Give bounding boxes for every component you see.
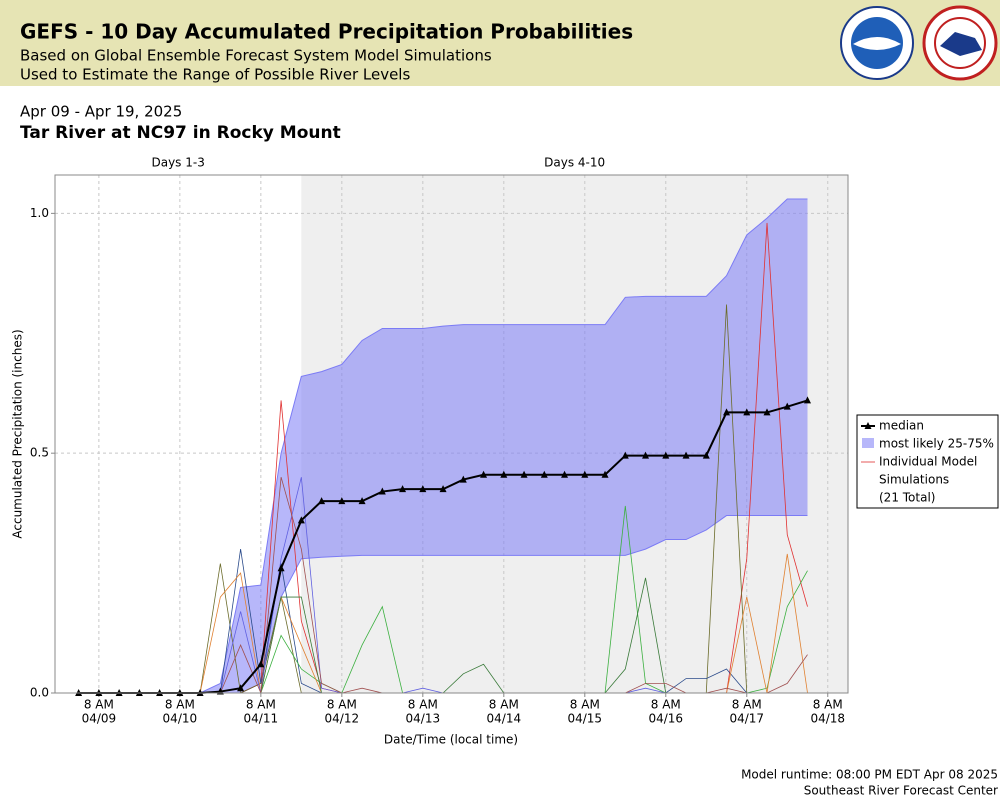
median-marker bbox=[642, 451, 650, 459]
median-marker bbox=[702, 451, 710, 459]
x-tick-label: 04/11 bbox=[244, 712, 279, 726]
median-marker bbox=[500, 470, 508, 478]
x-tick-label: 8 AM bbox=[246, 698, 276, 712]
x-tick-label: 04/09 bbox=[82, 712, 117, 726]
x-tick-label: 04/10 bbox=[163, 712, 198, 726]
y-axis-label: Accumulated Precipitation (inches) bbox=[11, 329, 25, 538]
subtitle: Used to Estimate the Range of Possible R… bbox=[20, 66, 410, 84]
noaa-logo bbox=[840, 6, 914, 80]
median-marker bbox=[601, 470, 609, 478]
x-tick-label: 8 AM bbox=[408, 698, 438, 712]
median-marker bbox=[723, 408, 731, 416]
x-tick-label: 04/16 bbox=[648, 712, 683, 726]
plot-frame bbox=[54, 174, 849, 694]
title: GEFS - 10 Day Accumulated Precipitation … bbox=[20, 20, 633, 44]
x-tick-label: 04/15 bbox=[567, 712, 602, 726]
x-tick-label: 8 AM bbox=[732, 698, 762, 712]
legend-label: median bbox=[879, 419, 924, 433]
x-tick-label: 8 AM bbox=[651, 698, 681, 712]
median-marker bbox=[358, 497, 366, 505]
period-label: Days 1-3 bbox=[151, 156, 204, 170]
footer: Model runtime: 08:00 PM EDT Apr 08 2025 bbox=[741, 768, 998, 782]
x-tick-label: 8 AM bbox=[165, 698, 195, 712]
median-marker bbox=[561, 470, 569, 478]
y-tick-label: 0.5 bbox=[30, 446, 49, 460]
nws-logo bbox=[922, 5, 998, 81]
median-marker bbox=[419, 485, 427, 493]
legend-swatch bbox=[862, 438, 874, 448]
median-marker bbox=[399, 485, 407, 493]
x-tick-label: 8 AM bbox=[489, 698, 519, 712]
median-marker bbox=[257, 660, 265, 668]
median-marker bbox=[581, 470, 589, 478]
legend-label: (21 Total) bbox=[879, 491, 935, 505]
legend: median most likely 25-75% Individual Model… bbox=[856, 414, 999, 509]
median-marker bbox=[520, 470, 528, 478]
median-marker bbox=[621, 451, 629, 459]
legend-swatch bbox=[864, 422, 872, 429]
x-tick-label: 04/14 bbox=[487, 712, 522, 726]
median-marker bbox=[662, 451, 670, 459]
median-marker bbox=[763, 408, 771, 416]
median-marker bbox=[237, 684, 245, 692]
x-tick-label: 04/12 bbox=[325, 712, 360, 726]
x-tick-label: 8 AM bbox=[570, 698, 600, 712]
median-marker bbox=[783, 402, 791, 410]
median-marker bbox=[297, 516, 305, 524]
median-marker bbox=[318, 497, 326, 505]
header-band bbox=[0, 0, 1000, 86]
legend-box bbox=[856, 414, 999, 509]
x-tick-label: 04/17 bbox=[729, 712, 764, 726]
median-marker bbox=[540, 470, 548, 478]
median-marker bbox=[277, 564, 285, 572]
median-marker bbox=[804, 396, 812, 404]
date-range: Apr 09 - Apr 19, 2025 bbox=[20, 103, 182, 121]
y-tick-label: 1.0 bbox=[30, 206, 49, 220]
legend-label: most likely 25-75% bbox=[879, 437, 994, 451]
median-marker bbox=[378, 487, 386, 495]
median-marker bbox=[682, 451, 690, 459]
band-fill bbox=[78, 198, 808, 693]
median-marker bbox=[480, 470, 488, 478]
x-tick-label: 8 AM bbox=[327, 698, 357, 712]
legend-label: Individual Model bbox=[879, 455, 977, 469]
median-marker bbox=[459, 475, 467, 483]
median-marker bbox=[338, 497, 346, 505]
x-tick-label: 04/18 bbox=[810, 712, 845, 726]
median-marker bbox=[439, 485, 447, 493]
x-tick-label: 8 AM bbox=[84, 698, 114, 712]
median-marker bbox=[743, 408, 751, 416]
x-axis-label: Date/Time (local time) bbox=[384, 733, 518, 747]
legend-label: Simulations bbox=[879, 473, 949, 487]
footer: Southeast River Forecast Center bbox=[804, 784, 998, 798]
location: Tar River at NC97 in Rocky Mount bbox=[20, 123, 341, 143]
x-tick-label: 04/13 bbox=[406, 712, 441, 726]
subtitle: Based on Global Ensemble Forecast System… bbox=[20, 47, 492, 65]
y-tick-label: 0.0 bbox=[30, 686, 49, 700]
period-label: Days 4-10 bbox=[544, 156, 605, 170]
x-tick-label: 8 AM bbox=[813, 698, 843, 712]
